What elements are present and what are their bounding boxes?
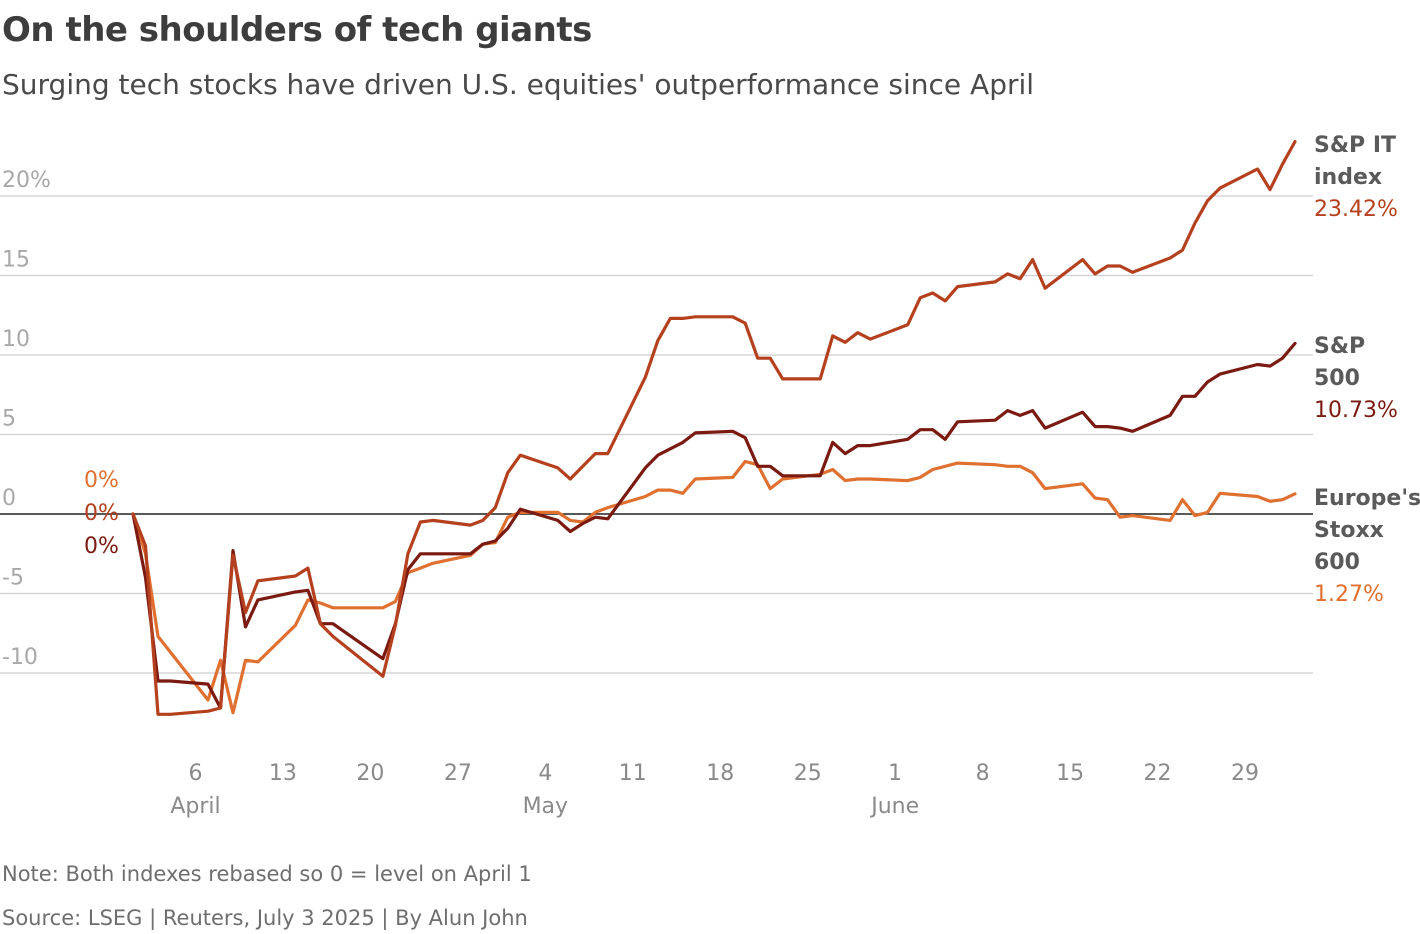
series-name-label: 500 xyxy=(1314,366,1360,391)
chart-note: Note: Both indexes rebased so 0 = level … xyxy=(2,862,532,886)
x-tick-label: 27 xyxy=(444,761,472,786)
start-value-label: 0% xyxy=(84,534,119,559)
x-tick-label: 29 xyxy=(1231,761,1259,786)
series-name-label: index xyxy=(1314,165,1382,190)
y-tick-label: 20% xyxy=(2,168,51,193)
x-tick-label: 4 xyxy=(538,761,552,786)
y-tick-label: 15 xyxy=(2,248,30,273)
series-line xyxy=(131,140,1297,716)
x-month-label: May xyxy=(523,794,568,819)
x-month-label: June xyxy=(869,794,919,819)
x-tick-label: 22 xyxy=(1144,761,1172,786)
start-value-label: 0% xyxy=(84,468,119,493)
x-tick-label: 13 xyxy=(269,761,297,786)
x-tick-label: 25 xyxy=(794,761,822,786)
series-line xyxy=(131,459,1297,715)
series-name-label: 600 xyxy=(1314,550,1360,575)
series-name-label: S&P IT xyxy=(1314,133,1396,158)
y-tick-label: 0 xyxy=(2,486,16,511)
x-tick-label: 1 xyxy=(888,761,902,786)
x-tick-label: 15 xyxy=(1056,761,1084,786)
y-tick-label: -10 xyxy=(2,645,38,670)
chart-subtitle: Surging tech stocks have driven U.S. equ… xyxy=(2,68,1035,101)
chart-title: On the shoulders of tech giants xyxy=(2,10,592,50)
start-value-label: 0% xyxy=(84,501,119,526)
series-end-value-label: 10.73% xyxy=(1314,398,1398,423)
series-end-value-label: 23.42% xyxy=(1314,197,1398,222)
series-name-label: Stoxx xyxy=(1314,518,1384,543)
x-tick-label: 20 xyxy=(356,761,384,786)
series-name-label: S&P xyxy=(1314,334,1365,359)
x-tick-label: 6 xyxy=(188,761,202,786)
series-end-value-label: 1.27% xyxy=(1314,582,1384,607)
y-tick-label: 10 xyxy=(2,327,30,352)
x-tick-label: 8 xyxy=(976,761,990,786)
chart-source: Source: LSEG | Reuters, July 3 2025 | By… xyxy=(2,906,528,930)
y-tick-label: -5 xyxy=(2,566,24,591)
x-tick-label: 11 xyxy=(619,761,647,786)
x-tick-label: 18 xyxy=(706,761,734,786)
series-line xyxy=(131,341,1297,710)
x-month-label: April xyxy=(170,794,220,819)
series-name-label: Europe's xyxy=(1314,486,1420,511)
y-tick-label: 5 xyxy=(2,407,16,432)
